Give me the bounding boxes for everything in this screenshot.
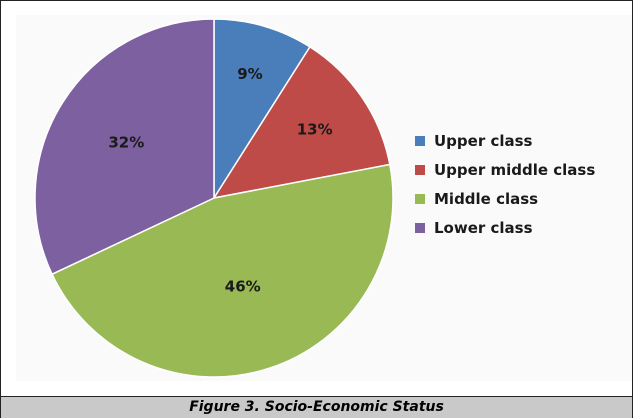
pie-slice-upper-middle-class <box>212 45 391 200</box>
pie-slice-lower-class <box>34 18 215 276</box>
chart-legend: Upper class Upper middle class Middle cl… <box>415 126 595 242</box>
legend-item-upper-middle-class: Upper middle class <box>415 155 595 184</box>
legend-label: Middle class <box>434 189 539 208</box>
data-label-lower-class: 32% <box>108 133 144 151</box>
data-label-upper-middle-class: 13% <box>297 121 333 139</box>
legend-label: Upper class <box>434 131 533 150</box>
data-label-upper-class: 9% <box>237 65 262 83</box>
legend-label: Lower class <box>434 218 533 237</box>
legend-swatch <box>415 164 425 175</box>
figure-caption: Figure 3. Socio-Economic Status <box>1 396 632 418</box>
legend-item-upper-class: Upper class <box>415 126 595 155</box>
data-label-middle-class: 46% <box>225 278 261 296</box>
legend-label: Upper middle class <box>434 160 596 179</box>
legend-swatch <box>415 193 425 204</box>
legend-item-lower-class: Lower class <box>415 213 595 242</box>
legend-swatch <box>415 135 425 146</box>
legend-swatch <box>415 222 425 233</box>
pie-chart: 9% 13% 46% 32% <box>34 18 394 378</box>
pie-slice-middle-class <box>51 163 394 378</box>
pie-slice-upper-class <box>213 18 311 201</box>
legend-item-middle-class: Middle class <box>415 184 595 213</box>
